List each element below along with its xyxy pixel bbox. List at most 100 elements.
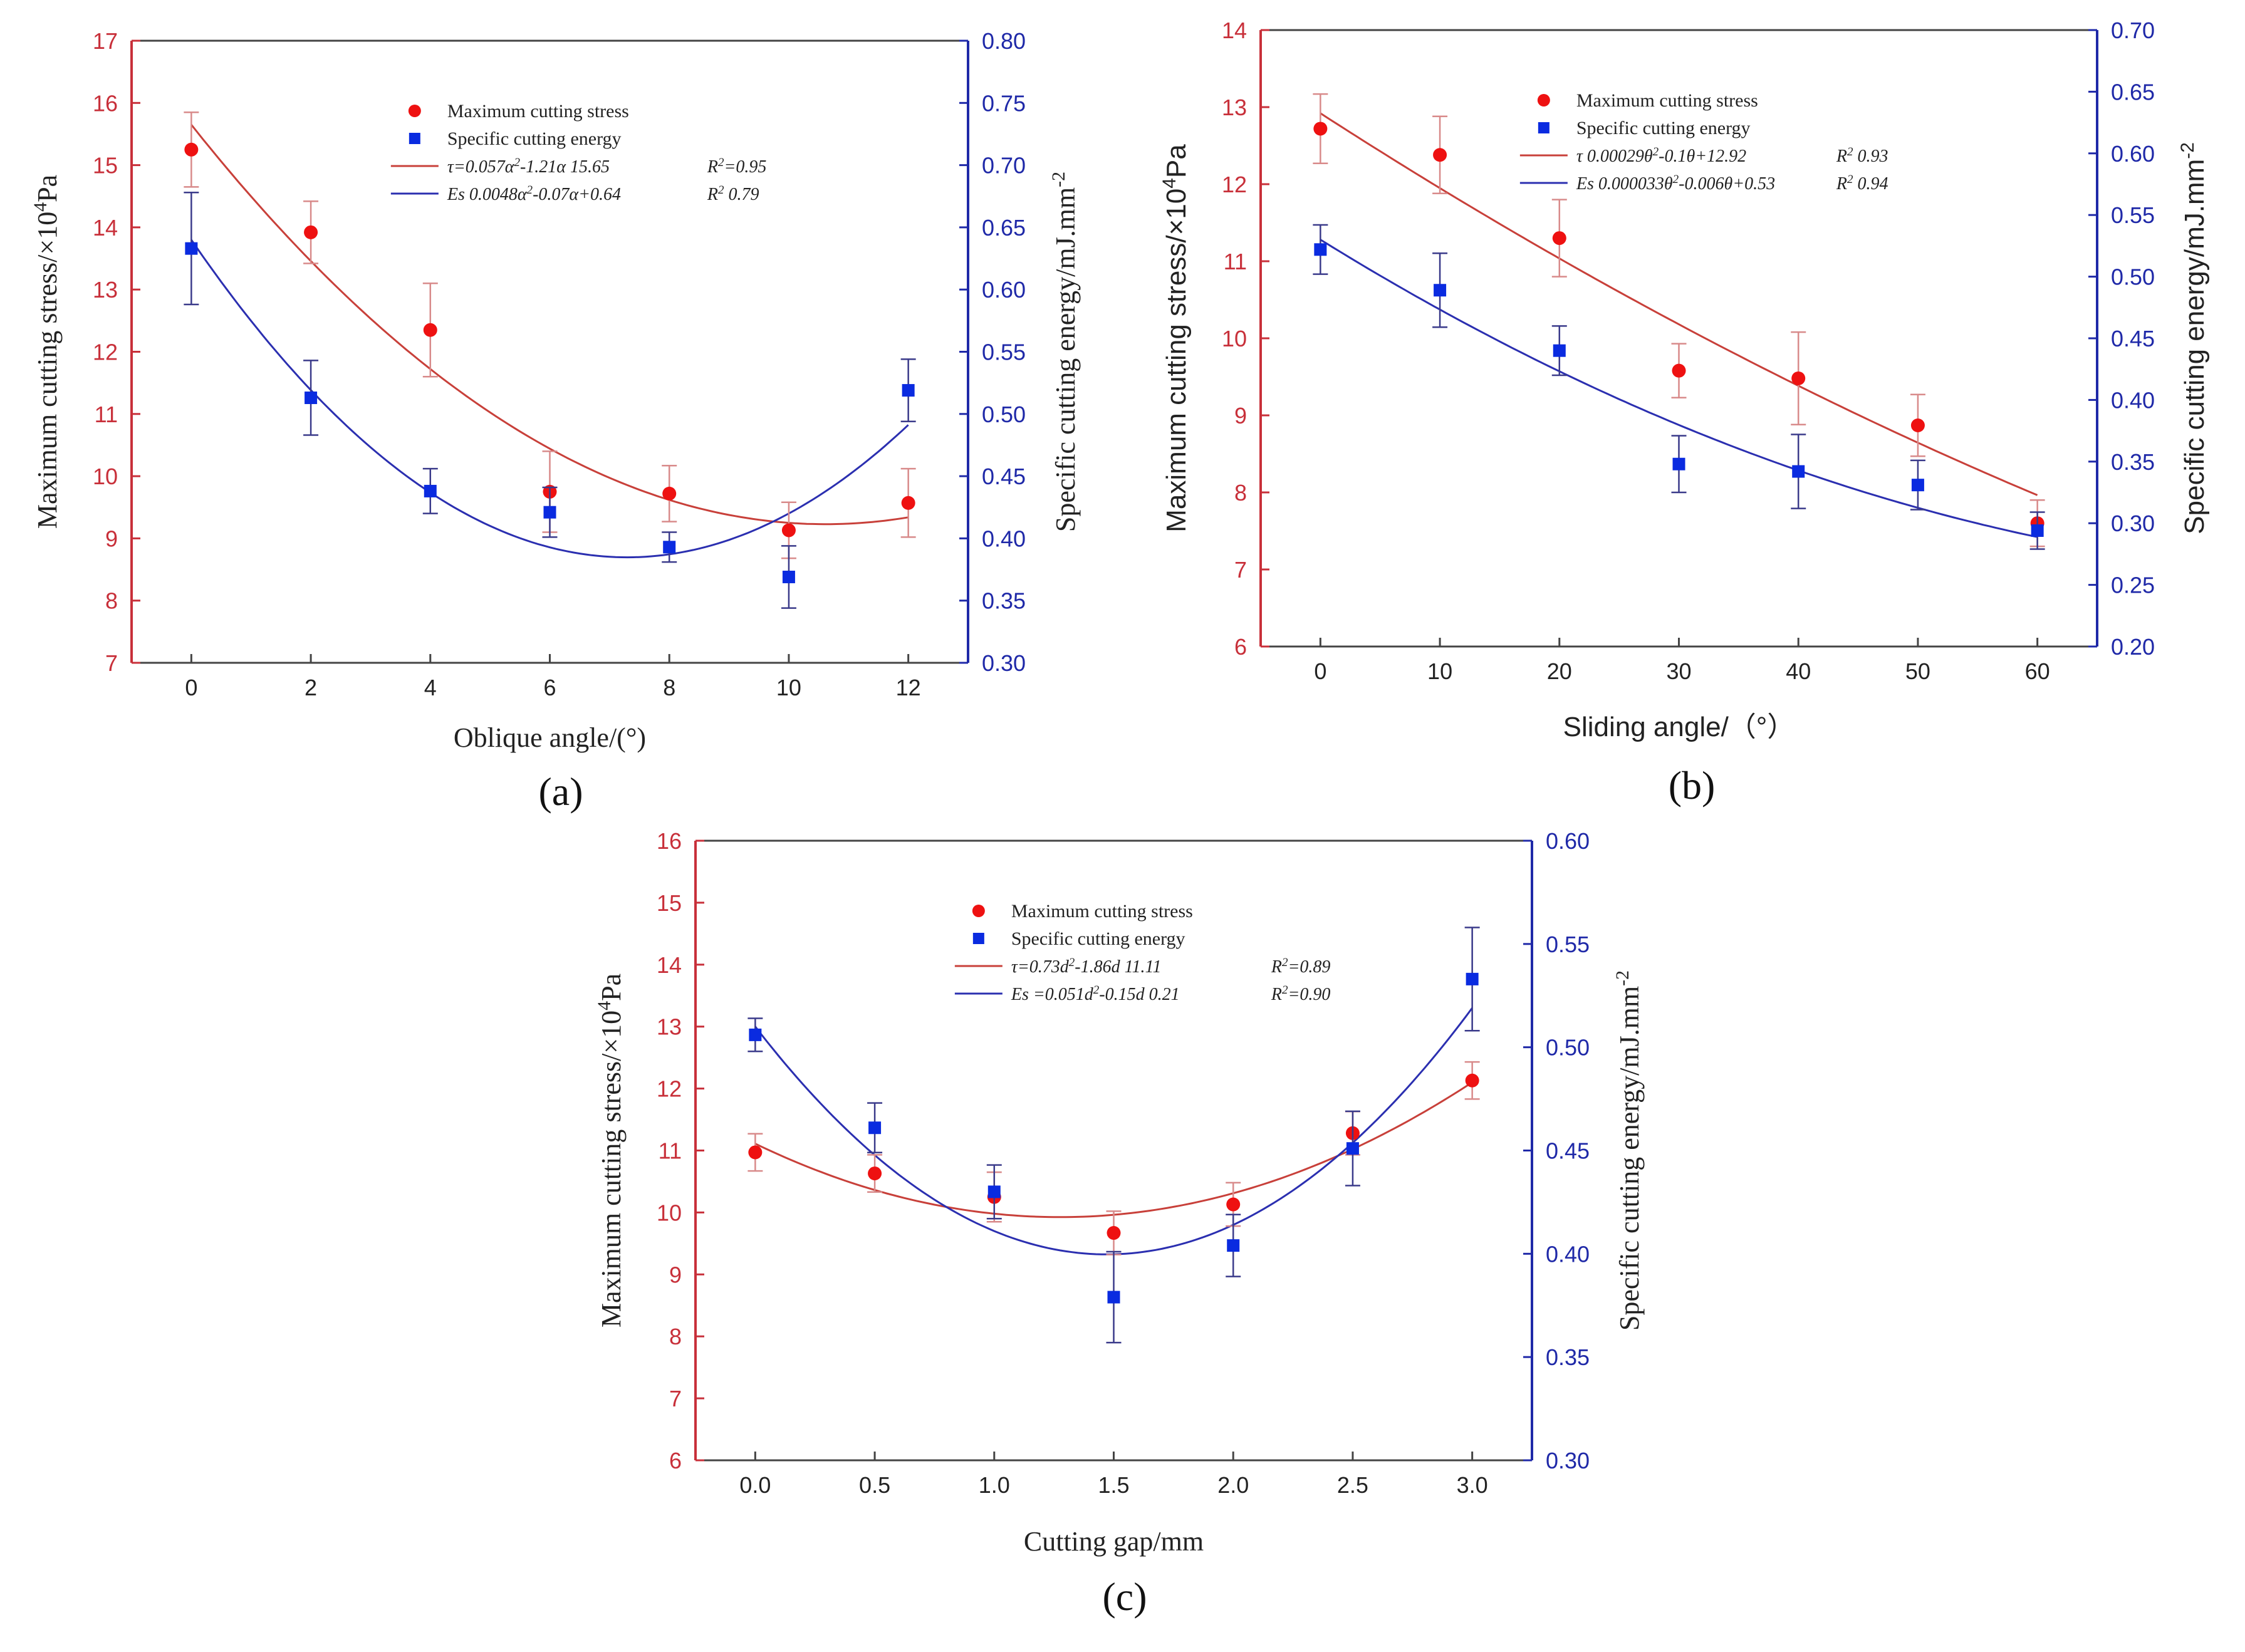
chart-panel-a: 0 2 4 6 8 10 12 7 8 9 10 11 12 13 14 15 16 17 0.30 0.35 0.40…	[30, 28, 1081, 814]
right-y-tick-label: 0.55	[1546, 932, 1590, 957]
left-y-axis-title: Maximum cutting stress/×104Pa	[594, 974, 627, 1327]
x-tick-label: 0.5	[859, 1472, 890, 1498]
panel-label: (b)	[1669, 763, 1716, 808]
left-y-tick-label: 13	[93, 277, 118, 303]
right-y-tick-label: 0.60	[982, 277, 1026, 303]
energy-data-point	[543, 506, 556, 519]
x-tick-label: 6	[543, 675, 556, 700]
legend-stress-marker	[1537, 94, 1550, 106]
right-y-tick-label: 0.70	[982, 153, 1026, 179]
left-y-tick-label: 8	[669, 1324, 682, 1349]
legend-energy-marker	[972, 933, 984, 944]
right-y-tick-label: 0.45	[1546, 1138, 1590, 1164]
x-tick-label: 2.5	[1337, 1472, 1368, 1498]
legend-energy-fit-r2: R2 0.94	[1836, 173, 1888, 194]
left-y-tick-label: 7	[669, 1386, 682, 1411]
legend-energy-fit-equation: Es 0.0048α2-0.07α+0.64	[447, 184, 621, 205]
right-y-tick-label: 0.75	[982, 90, 1026, 116]
left-y-tick-label: 16	[657, 828, 682, 854]
right-y-tick-label: 0.65	[2111, 79, 2155, 105]
right-y-tick-label: 0.30	[2111, 511, 2155, 536]
left-y-axis-title: Maximum cutting stress/×104Pa	[30, 175, 63, 529]
legend: Maximum cutting stress Specific cutting e…	[954, 901, 1331, 1004]
right-y-tick-label: 0.25	[2111, 573, 2155, 598]
energy-data-point	[663, 541, 676, 554]
x-tick-label: 1.5	[1098, 1472, 1129, 1498]
energy-data-point	[1792, 465, 1805, 478]
left-y-tick-label: 6	[669, 1448, 682, 1473]
stress-data-point	[901, 496, 915, 510]
right-y-tick-label: 0.55	[2111, 202, 2155, 228]
x-tick-label: 12	[896, 675, 921, 700]
energy-data-point	[1553, 344, 1566, 357]
stress-data-point	[781, 523, 796, 538]
legend-stress-label: Maximum cutting stress	[447, 101, 629, 122]
left-y-tick-label: 7	[105, 650, 118, 676]
x-tick-label: 8	[663, 675, 675, 700]
x-tick-label: 20	[1547, 658, 1572, 684]
x-tick-label: 60	[2025, 658, 2050, 684]
right-y-axis-title: Specific cutting energy/mJ.mm-2	[2177, 142, 2211, 534]
stress-data-point	[1313, 122, 1328, 136]
stress-data-point	[1552, 231, 1566, 246]
x-tick-label: 0	[1314, 658, 1326, 684]
x-tick-label: 3.0	[1457, 1472, 1488, 1498]
left-y-tick-label: 14	[657, 952, 682, 978]
panel-label: (a)	[538, 769, 583, 814]
x-tick-label: 10	[1427, 658, 1452, 684]
x-tick-label: 0.0	[739, 1472, 771, 1498]
x-tick-label: 1.0	[979, 1472, 1010, 1498]
right-y-tick-label: 0.35	[1546, 1344, 1590, 1370]
energy-data-point	[868, 1121, 882, 1135]
left-y-axis-title: Maximum cutting stress/×104Pa	[1159, 144, 1192, 532]
legend-stress-fit-equation: τ=0.057α2-1.21α 15.65	[447, 156, 610, 177]
right-y-tick-label: 0.80	[982, 28, 1026, 54]
left-y-tick-label: 10	[1222, 326, 1247, 351]
energy-data-point	[987, 1185, 1001, 1198]
right-y-tick-label: 0.70	[2111, 18, 2155, 43]
right-y-tick-label: 0.60	[1546, 828, 1590, 854]
right-y-tick-label: 0.35	[982, 588, 1026, 614]
x-tick-label: 0	[185, 675, 197, 700]
stress-data-point	[1791, 371, 1806, 385]
right-y-tick-label: 0.60	[2111, 141, 2155, 167]
stress-data-point	[304, 225, 318, 239]
legend-energy-marker	[409, 133, 420, 144]
x-tick-label: 10	[776, 675, 801, 700]
left-y-tick-label: 10	[93, 464, 118, 489]
left-y-tick-label: 10	[657, 1200, 682, 1225]
energy-data-point	[1466, 972, 1479, 985]
legend-stress-label: Maximum cutting stress	[1011, 901, 1193, 922]
energy-data-point	[305, 391, 318, 404]
x-axis-title: Sliding angle/（°）	[1563, 712, 1795, 742]
legend-energy-label: Specific cutting energy	[1011, 928, 1185, 949]
legend-stress-fit-r2: R2=0.89	[1271, 956, 1331, 977]
right-y-tick-label: 0.40	[982, 526, 1026, 551]
left-y-tick-label: 17	[93, 28, 118, 54]
left-y-tick-label: 16	[93, 90, 118, 116]
right-y-tick-label: 0.45	[982, 464, 1026, 489]
energy-data-point	[185, 242, 198, 255]
right-y-tick-label: 0.30	[1546, 1448, 1590, 1473]
left-y-tick-label: 6	[1234, 634, 1247, 660]
right-y-tick-label: 0.50	[2111, 264, 2155, 290]
stress-data-point	[1107, 1226, 1121, 1240]
energy-data-point	[902, 384, 915, 397]
energy-data-point	[1434, 284, 1447, 297]
panel-label: (c)	[1102, 1574, 1147, 1619]
legend-stress-fit-r2: R2 0.93	[1836, 145, 1888, 167]
energy-data-point	[1314, 243, 1327, 256]
x-tick-label: 30	[1666, 658, 1691, 684]
legend-energy-label: Specific cutting energy	[1576, 118, 1751, 138]
legend-stress-label: Maximum cutting stress	[1576, 90, 1758, 111]
x-tick-label: 2	[305, 675, 317, 700]
stress-fit-curve	[754, 1081, 1473, 1218]
left-y-tick-label: 12	[1222, 172, 1247, 197]
stress-data-point	[423, 323, 437, 337]
left-y-tick-label: 9	[669, 1262, 682, 1287]
right-y-tick-label: 0.35	[2111, 449, 2155, 475]
x-axis-title: Cutting gap/mm	[1024, 1526, 1204, 1557]
right-y-tick-label: 0.55	[982, 340, 1026, 365]
